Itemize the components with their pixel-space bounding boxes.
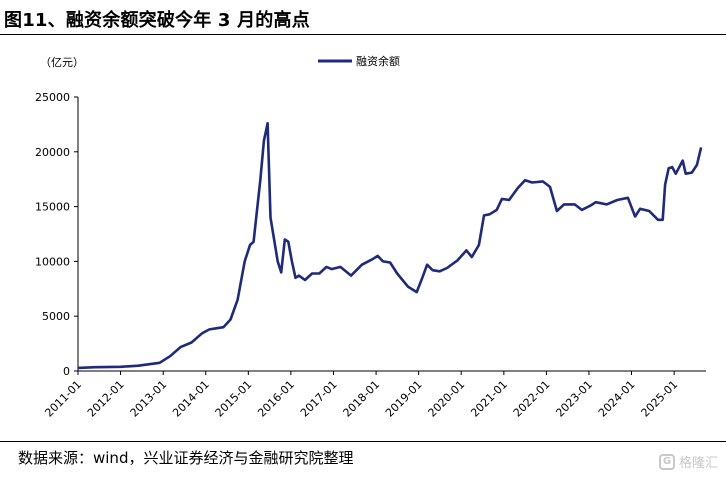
x-tick-label: 2024-01 [596, 378, 638, 420]
data-source-note: 数据来源：wind，兴业证券经济与金融研究院整理 [18, 449, 354, 467]
watermark: G 格隆汇 [658, 452, 718, 471]
x-tick-label: 2014-01 [170, 378, 212, 420]
watermark-text: 格隆汇 [678, 456, 718, 471]
x-axis-ticks: 2011-01 2012-01 2013-01 2014-01 2015-01 2016-… [42, 371, 680, 420]
series-line-margin-balance [77, 122, 703, 370]
chart-title: 图11、融资余额突破今年 3 月的高点 [4, 10, 310, 31]
x-tick-label: 2022-01 [511, 378, 553, 420]
watermark-logo-icon: G [658, 453, 675, 470]
x-tick-label: 2011-01 [42, 378, 84, 420]
y-axis-ticks: 0 5000 10000 15000 20000 25000 [35, 91, 78, 378]
line-chart: （亿元） 融资余额 0 5000 10000 15000 20000 25000 2011… [35, 54, 706, 420]
x-tick-label: 2020-01 [426, 378, 468, 420]
title-divider [0, 34, 726, 35]
x-tick-label: 2012-01 [85, 378, 127, 420]
y-tick-label: 0 [63, 365, 70, 378]
x-tick-label: 2017-01 [298, 378, 340, 420]
y-tick-label: 15000 [35, 201, 70, 214]
y-tick-label: 5000 [42, 310, 70, 323]
y-tick-label: 25000 [35, 91, 70, 104]
x-tick-label: 2023-01 [553, 378, 595, 420]
x-tick-label: 2015-01 [213, 378, 255, 420]
y-axis-unit-label: （亿元） [40, 56, 84, 69]
axes [77, 97, 706, 372]
x-tick-label: 2025-01 [639, 378, 681, 420]
x-tick-label: 2016-01 [255, 378, 297, 420]
legend-label: 融资余额 [356, 54, 400, 68]
x-tick-label: 2021-01 [468, 378, 510, 420]
legend: 融资余额 [318, 54, 400, 68]
x-tick-label: 2013-01 [128, 378, 170, 420]
y-tick-label: 20000 [35, 146, 70, 159]
footer-divider [0, 441, 726, 442]
x-tick-label: 2018-01 [341, 378, 383, 420]
y-tick-label: 10000 [35, 255, 70, 268]
x-tick-label: 2019-01 [383, 378, 425, 420]
